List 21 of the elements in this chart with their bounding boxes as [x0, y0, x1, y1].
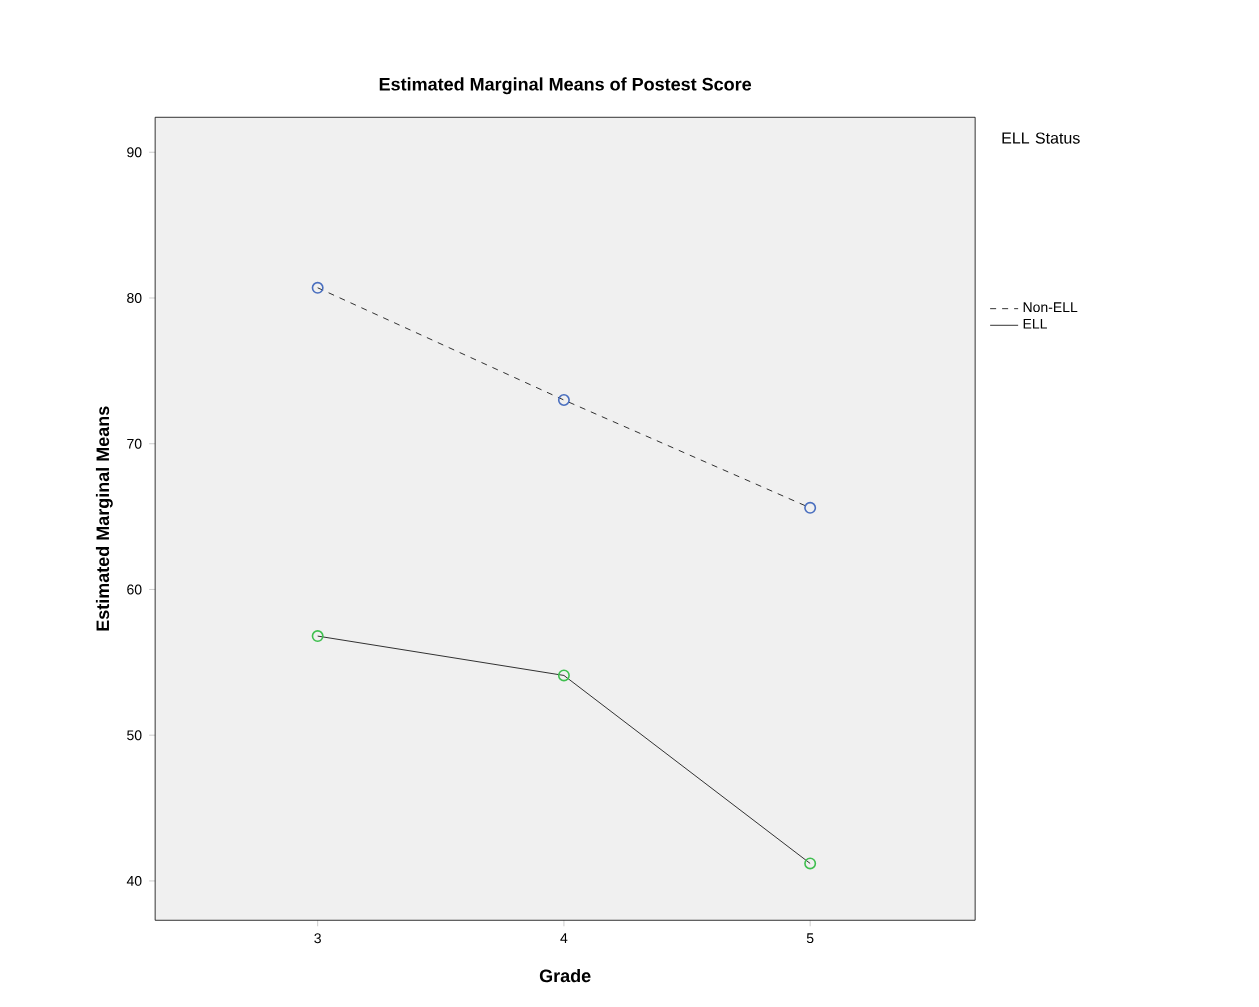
- y-axis-title: Estimated Marginal Means: [95, 406, 113, 631]
- x-tick-label: 5: [806, 933, 814, 944]
- point: [804, 857, 817, 870]
- y-tick-label: 50: [127, 730, 142, 741]
- y-tick-label: 80: [127, 293, 142, 303]
- y-tick-label: 60: [127, 584, 142, 595]
- legend-label: Non-ELL: [1023, 302, 1078, 313]
- x-axis-title: Grade: [539, 968, 591, 983]
- x-tick-label: 4: [560, 933, 568, 943]
- chart-title: Estimated Marginal Means of Postest Score: [379, 77, 752, 95]
- legend-title: ELL Status: [1002, 132, 1080, 144]
- point: [311, 281, 324, 294]
- point: [557, 394, 570, 407]
- y-tick-label: 70: [127, 438, 142, 449]
- point: [557, 669, 570, 682]
- x-tick-label: 3: [314, 933, 321, 944]
- y-tick-label: 40: [126, 875, 142, 886]
- point: [311, 630, 324, 643]
- y-tick-label: 90: [127, 147, 142, 158]
- legend-label: ELL: [1023, 318, 1047, 329]
- point: [804, 501, 817, 514]
